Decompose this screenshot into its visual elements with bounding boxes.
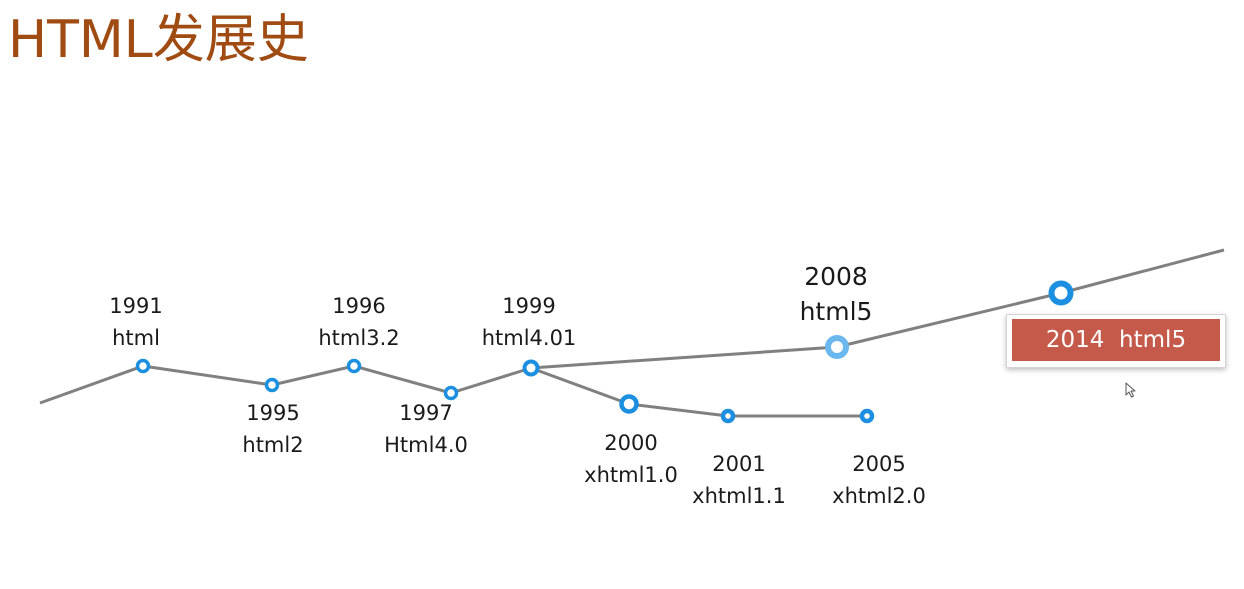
timeline-xhtml-branch (530, 366, 867, 418)
milestone-name-1991: html (112, 326, 160, 350)
milestone-name-2000: xhtml1.0 (584, 463, 678, 487)
node-1991 (135, 358, 151, 374)
node-1995 (264, 377, 280, 393)
milestone-year-1995: 1995 (246, 401, 299, 425)
callout-label: 2014 html5 (1012, 319, 1220, 361)
node-2008 (825, 335, 849, 359)
callout-2014: 2014 html5 (1006, 314, 1226, 368)
milestone-year-2000: 2000 (604, 431, 657, 455)
slide-title: HTML发展史 (8, 10, 309, 70)
milestone-year-2008: 2008 (804, 262, 868, 291)
milestone-year-1997: 1997 (399, 401, 452, 425)
milestone-name-1996: html3.2 (318, 326, 399, 350)
node-2001 (720, 408, 736, 424)
milestone-name-2005: xhtml2.0 (832, 484, 926, 508)
node-1996 (346, 358, 362, 374)
milestone-year-2005: 2005 (852, 452, 905, 476)
node-2014 (1048, 280, 1074, 306)
milestone-name-1995: html2 (242, 433, 303, 457)
node-2005 (859, 408, 875, 424)
milestone-name-2001: xhtml1.1 (692, 484, 786, 508)
milestone-name-1997: Html4.0 (384, 433, 468, 457)
milestone-year-1991: 1991 (109, 294, 162, 318)
milestone-year-1996: 1996 (332, 294, 385, 318)
node-2000 (619, 394, 639, 414)
milestone-name-2008: html5 (800, 297, 873, 326)
milestone-name-1999: html4.01 (482, 326, 577, 350)
node-1997 (443, 385, 459, 401)
milestone-year-1999: 1999 (502, 294, 555, 318)
mouse-pointer-icon (1125, 382, 1136, 398)
milestone-year-2001: 2001 (712, 452, 765, 476)
node-1999 (522, 359, 540, 377)
